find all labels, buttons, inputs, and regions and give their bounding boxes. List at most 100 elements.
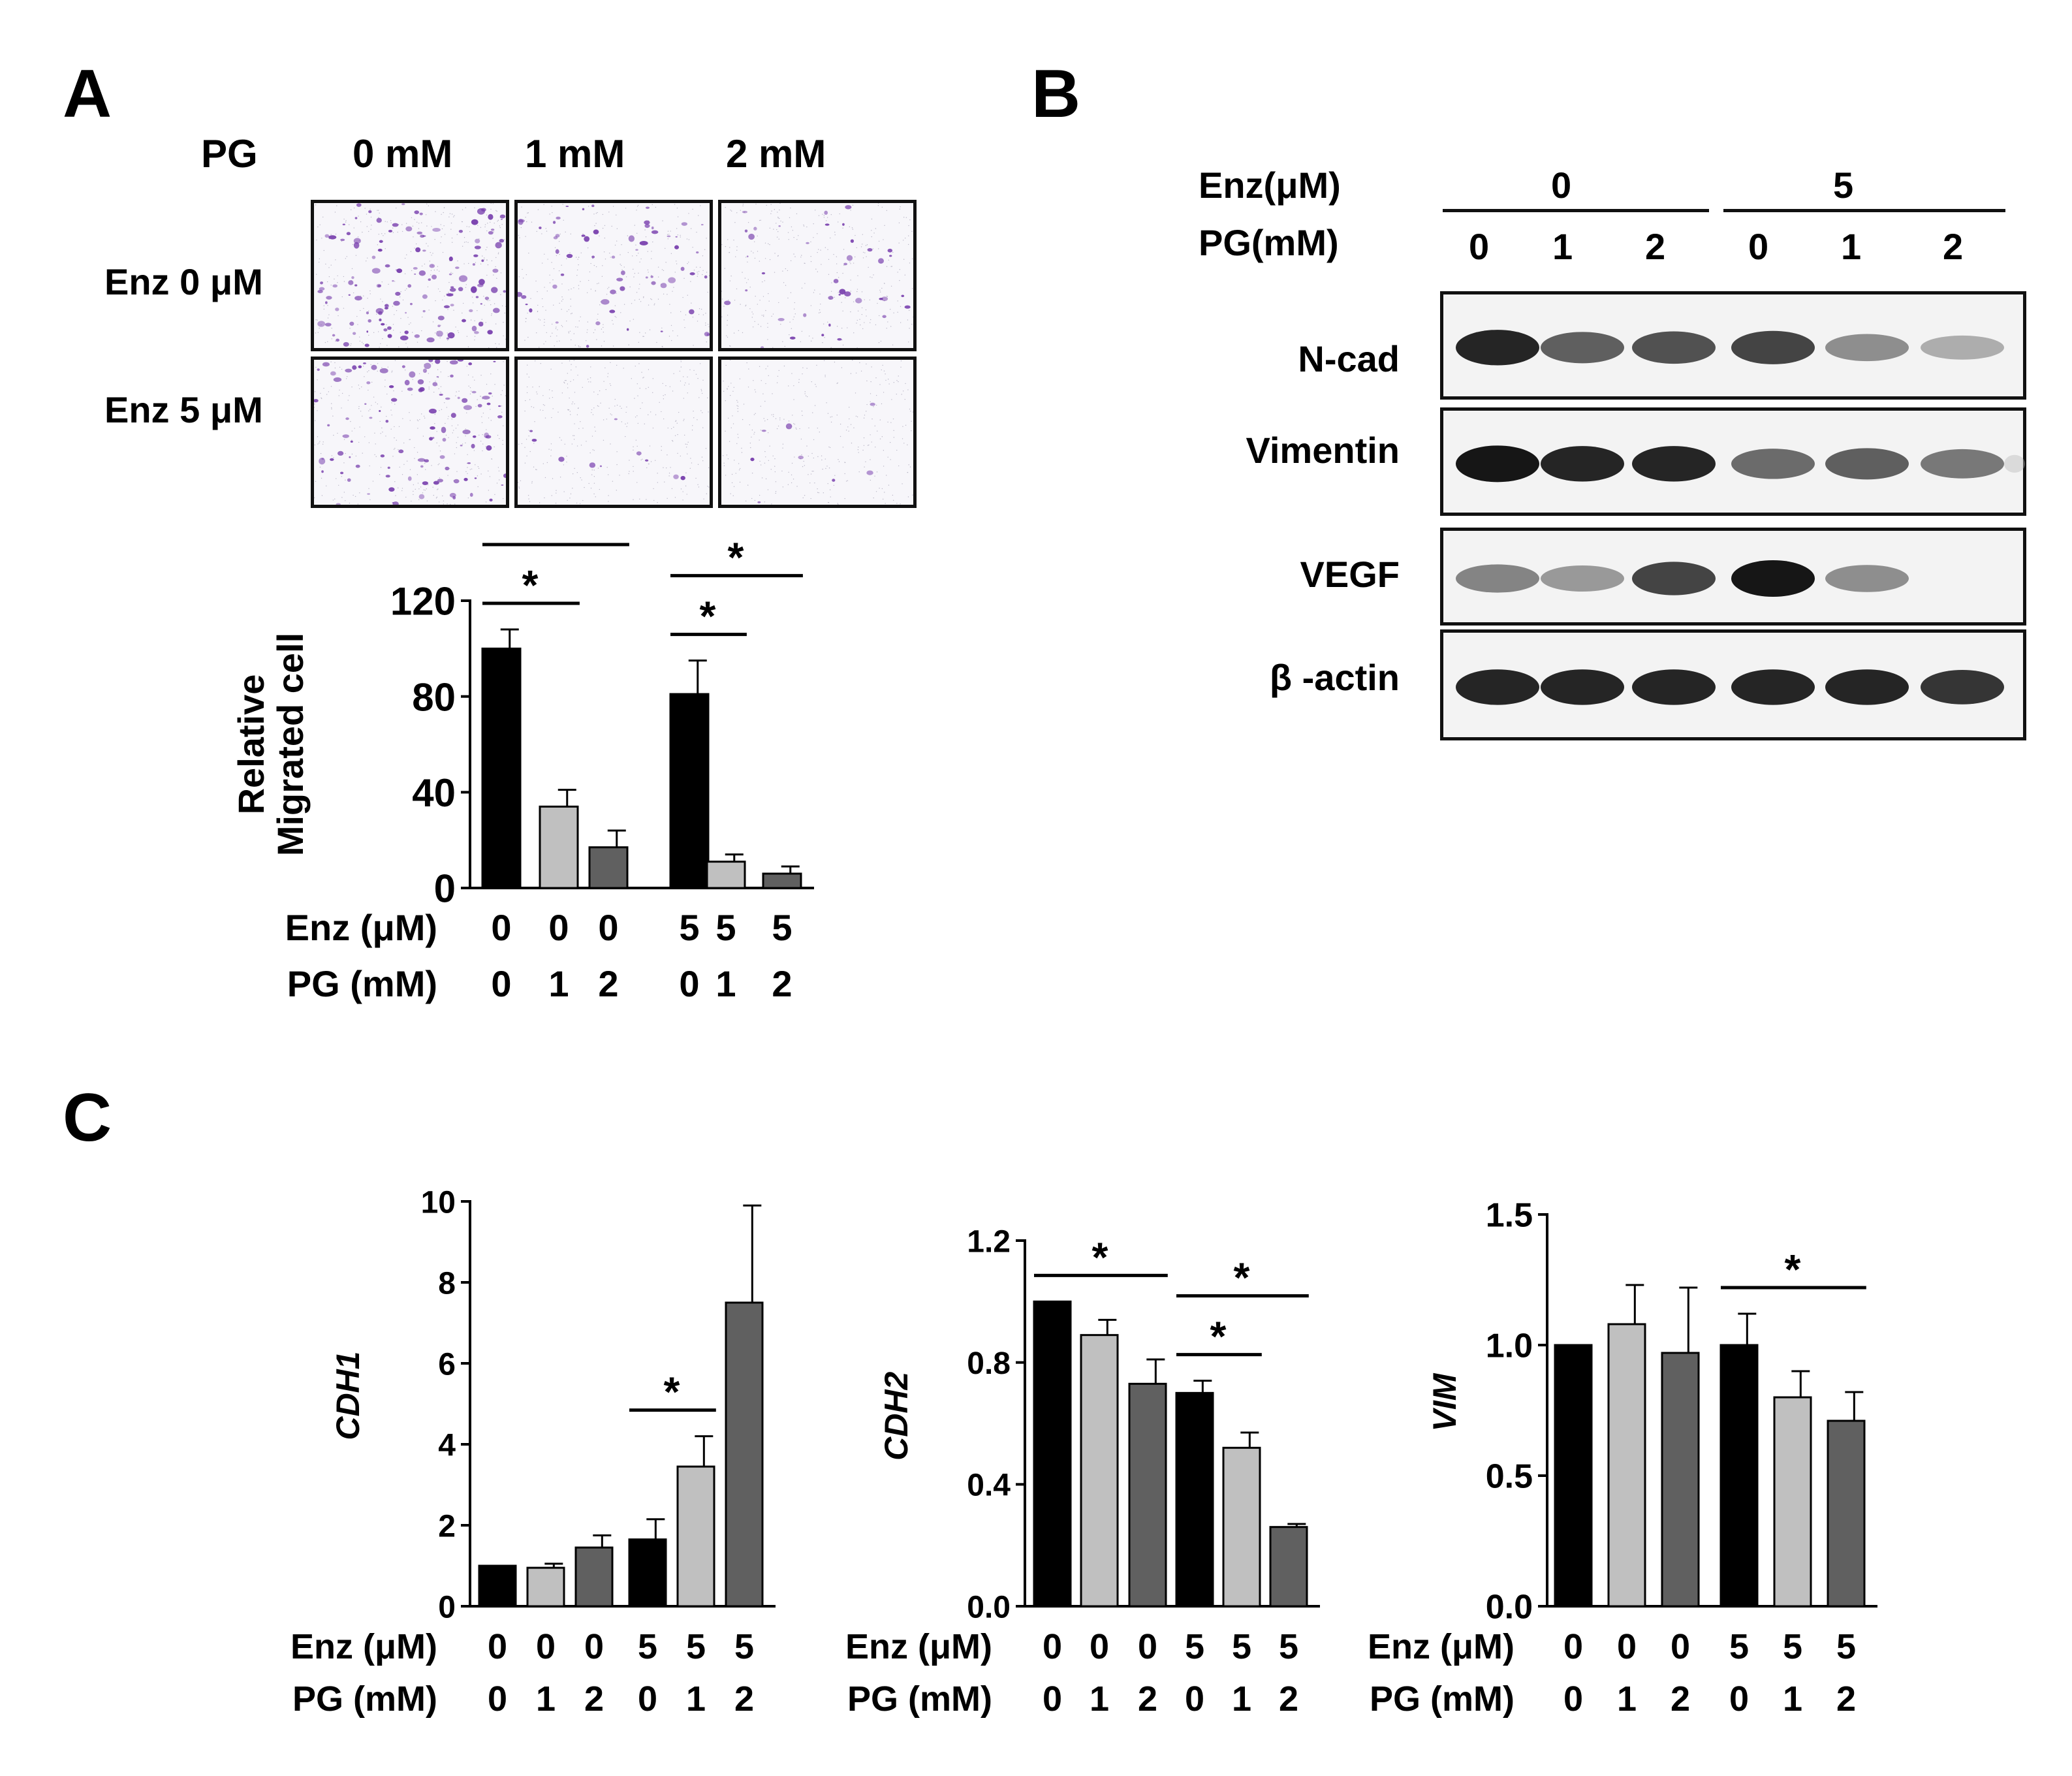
background-speck bbox=[676, 263, 678, 264]
background-speck bbox=[766, 204, 767, 206]
migrated-cell bbox=[457, 360, 463, 362]
migrated-cell bbox=[785, 423, 793, 430]
background-speck bbox=[908, 464, 909, 466]
pg-value: 2 bbox=[584, 1679, 604, 1719]
migrated-cell bbox=[345, 417, 349, 420]
background-speck bbox=[877, 203, 879, 204]
y-tick-label: 4 bbox=[438, 1428, 456, 1463]
background-speck bbox=[631, 378, 632, 379]
pg-value: 1 bbox=[686, 1679, 706, 1719]
background-speck bbox=[887, 321, 888, 323]
background-speck bbox=[443, 225, 445, 227]
y-axis-label: VIM bbox=[1426, 1372, 1463, 1431]
background-speck bbox=[881, 436, 883, 437]
migrated-cell bbox=[581, 234, 586, 237]
background-speck bbox=[804, 465, 806, 466]
background-speck bbox=[465, 287, 467, 288]
background-speck bbox=[426, 225, 428, 227]
lane-pg-0: 0 bbox=[1469, 226, 1490, 267]
blot-band bbox=[1456, 564, 1539, 593]
migrated-cell bbox=[347, 478, 351, 482]
migrated-cell bbox=[379, 240, 383, 243]
background-speck bbox=[467, 242, 469, 243]
migrated-cell bbox=[475, 238, 480, 244]
background-speck bbox=[420, 486, 422, 488]
background-speck bbox=[742, 419, 744, 420]
background-speck bbox=[732, 495, 734, 496]
background-speck bbox=[765, 456, 766, 458]
background-speck bbox=[627, 251, 629, 253]
background-speck bbox=[699, 308, 700, 309]
background-speck bbox=[731, 210, 732, 212]
migrated-cell bbox=[418, 494, 425, 500]
migrated-cell bbox=[593, 229, 599, 234]
migrated-cell bbox=[422, 368, 428, 373]
background-speck bbox=[465, 428, 466, 430]
migrated-cell bbox=[584, 236, 590, 242]
background-speck bbox=[899, 279, 900, 281]
migrated-cell bbox=[436, 375, 439, 378]
background-speck bbox=[848, 430, 849, 432]
migrated-cell bbox=[789, 336, 796, 340]
background-speck bbox=[341, 392, 343, 394]
migrated-cell bbox=[352, 365, 357, 370]
background-speck bbox=[543, 343, 544, 345]
background-speck bbox=[328, 276, 330, 278]
background-speck bbox=[595, 496, 596, 498]
migrated-cell bbox=[371, 268, 381, 274]
migrated-cell bbox=[680, 266, 685, 271]
y-axis-label-line: Relative bbox=[230, 674, 272, 815]
lane-pg-5: 2 bbox=[1943, 226, 1964, 267]
background-speck bbox=[396, 439, 398, 441]
background-speck bbox=[824, 247, 826, 248]
background-speck bbox=[527, 494, 529, 496]
migrated-cell bbox=[479, 279, 485, 285]
background-speck bbox=[528, 498, 529, 500]
migrated-cell bbox=[700, 223, 704, 226]
bar bbox=[1661, 1352, 1700, 1608]
background-speck bbox=[663, 270, 665, 272]
background-speck bbox=[817, 456, 819, 458]
migrated-cell bbox=[491, 287, 498, 293]
background-speck bbox=[674, 497, 676, 498]
background-speck bbox=[890, 285, 892, 287]
background-speck bbox=[879, 384, 881, 385]
background-speck bbox=[473, 450, 475, 451]
background-speck bbox=[637, 395, 638, 396]
migrated-cell bbox=[660, 283, 667, 289]
background-speck bbox=[319, 466, 321, 468]
background-speck bbox=[728, 386, 729, 387]
background-speck bbox=[554, 345, 555, 347]
migrated-cell bbox=[484, 432, 490, 439]
background-speck bbox=[650, 411, 651, 413]
migrated-cell bbox=[503, 473, 506, 479]
background-speck bbox=[393, 390, 394, 392]
enz-value: 0 bbox=[1043, 1627, 1062, 1666]
background-speck bbox=[571, 443, 573, 445]
background-speck bbox=[428, 388, 430, 390]
migrated-cell bbox=[346, 232, 351, 236]
background-speck bbox=[396, 309, 398, 311]
background-speck bbox=[495, 257, 497, 259]
background-speck bbox=[315, 204, 317, 206]
background-speck bbox=[438, 388, 439, 390]
background-speck bbox=[689, 468, 691, 469]
background-speck bbox=[878, 248, 879, 249]
background-speck bbox=[687, 294, 688, 296]
migrated-cell bbox=[750, 457, 755, 462]
migrated-cell bbox=[651, 281, 656, 285]
background-speck bbox=[777, 375, 779, 377]
background-speck bbox=[862, 257, 864, 259]
background-speck bbox=[395, 495, 396, 496]
lane-pg-3: 0 bbox=[1748, 226, 1769, 267]
background-speck bbox=[518, 276, 520, 278]
background-speck bbox=[445, 434, 447, 436]
migrated-cell bbox=[555, 321, 559, 324]
background-speck bbox=[501, 411, 503, 413]
background-speck bbox=[879, 419, 881, 420]
background-speck bbox=[379, 420, 381, 422]
background-speck bbox=[748, 368, 749, 370]
background-speck bbox=[403, 464, 405, 466]
pg-value: 2 bbox=[1671, 1679, 1690, 1719]
background-speck bbox=[750, 447, 751, 449]
